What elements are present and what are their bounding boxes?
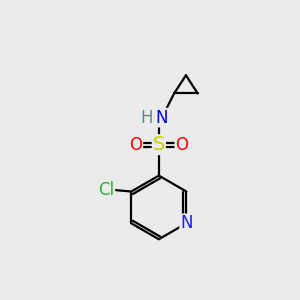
Text: S: S bbox=[153, 135, 165, 154]
Text: N: N bbox=[155, 109, 167, 127]
Text: N: N bbox=[180, 214, 193, 232]
Text: Cl: Cl bbox=[98, 181, 114, 199]
Text: O: O bbox=[175, 136, 188, 154]
Text: H: H bbox=[140, 109, 153, 127]
Text: O: O bbox=[129, 136, 142, 154]
